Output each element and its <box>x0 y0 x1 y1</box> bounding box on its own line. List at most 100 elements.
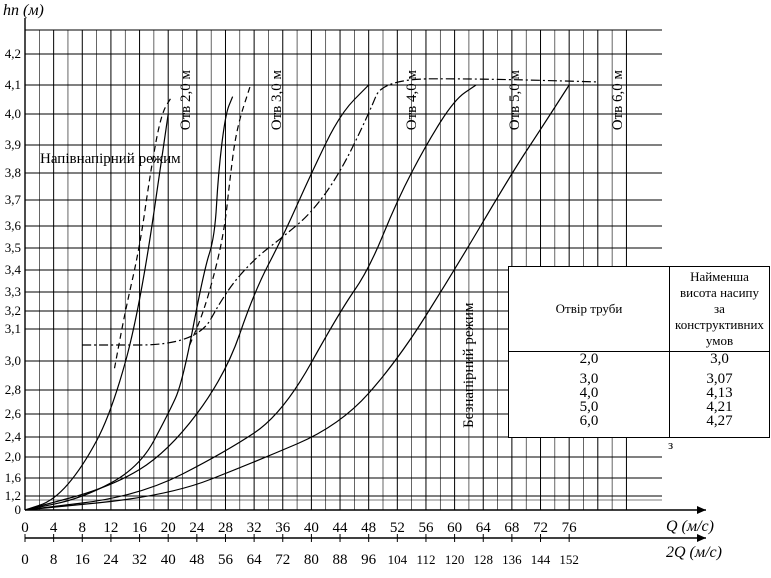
table-cell: 3,0 <box>509 371 670 386</box>
x2-tick-label: 128 <box>473 552 493 567</box>
table-cell: 3,07 <box>706 370 733 387</box>
y-tick-label: 2,8 <box>5 382 21 397</box>
x-tick-label: 32 <box>247 520 262 536</box>
x2-axis-arrow <box>697 534 706 542</box>
x-tick-label: 76 <box>562 520 578 536</box>
series-line-boundary <box>82 78 598 346</box>
table-cell: 4,27 <box>706 412 733 429</box>
y-tick-label: 3,3 <box>5 284 21 299</box>
table-cell: 3,0 <box>710 351 729 367</box>
y-tick-label: 2,0 <box>5 449 21 464</box>
x-tick-label: 56 <box>418 520 434 536</box>
series-group <box>24 78 598 511</box>
y-tick-label: 3,9 <box>5 137 21 152</box>
x-tick-label: 52 <box>390 520 405 536</box>
y-tick-label: 4,2 <box>5 46 21 61</box>
table-row: 5,0 4,21 <box>509 398 769 415</box>
y-tick-label: 1,6 <box>5 470 22 485</box>
x2-tick-label: 72 <box>275 552 290 568</box>
min-embankment-table: Отвір труби Найменша висота насипу за ко… <box>508 266 770 438</box>
y-tick-label: 3,8 <box>5 165 21 180</box>
x2-tick-label: 8 <box>50 552 58 568</box>
table-cell: 4,0 <box>509 385 670 400</box>
x2-tick-label: 48 <box>189 552 204 568</box>
x-tick-label: 12 <box>103 520 118 536</box>
y-tick-label: 3,4 <box>5 262 22 277</box>
x2-tick-label: 104 <box>388 552 408 567</box>
x2-tick-label: 80 <box>304 552 319 568</box>
x-tick-label: 8 <box>79 520 87 536</box>
y-tick-label: 2,6 <box>5 406 22 421</box>
table: Отвір труби Найменша висота насипу за ко… <box>509 267 769 437</box>
y-tick-label: 3,2 <box>5 303 21 318</box>
x-tick-label: 20 <box>161 520 176 536</box>
table-row: 4,0 4,13 <box>509 384 769 401</box>
y-tick-label: 1,2 <box>5 488 21 503</box>
table-cell: 4,21 <box>706 398 733 415</box>
table-row: 2,0 3,0 <box>509 351 769 372</box>
y-tick-label: 3,7 <box>5 192 22 207</box>
x2-tick-label: 32 <box>132 552 147 568</box>
y-tick-label: 3,6 <box>5 218 22 233</box>
x-tick-label: 40 <box>304 520 319 536</box>
series-line-solid <box>24 84 570 511</box>
x-tick-label: 4 <box>50 520 58 536</box>
x2-tick-label: 136 <box>502 552 522 567</box>
series-line-solid <box>24 113 169 511</box>
curve-label: Отв 4,0 м <box>404 69 420 130</box>
x-tick-label: 16 <box>132 520 148 536</box>
x2-axis-title: 2Q (м/с) <box>666 544 722 561</box>
y-tick-label: 4,0 <box>5 106 21 121</box>
table-cell: 4,13 <box>706 384 733 401</box>
y-tick-label: 3,1 <box>5 321 21 336</box>
y-tick-label: 4,1 <box>5 77 21 92</box>
x2-tick-label: 40 <box>161 552 176 568</box>
series-line-dashed <box>113 96 173 369</box>
x2-tick-label: 120 <box>445 552 465 567</box>
curve-label: Отв 5,0 м <box>507 69 523 130</box>
labels-group: 01,21,62,02,42,62,83,03,13,23,33,43,53,6… <box>3 2 722 568</box>
y-tick-label: 2,4 <box>5 429 22 444</box>
x2-tick-label: 152 <box>559 552 579 567</box>
table-header-row: Отвір труби Найменша висота насипу за ко… <box>509 267 769 352</box>
x-tick-label: 72 <box>533 520 548 536</box>
x-tick-label: 48 <box>361 520 376 536</box>
y-tick-label: 3,5 <box>5 240 21 255</box>
x2-tick-label: 112 <box>416 552 435 567</box>
x-tick-label: 28 <box>218 520 233 536</box>
table-cell: 6,0 <box>509 413 670 437</box>
x-tick-label: 64 <box>476 520 492 536</box>
series-line-solid <box>24 84 370 511</box>
curve-label: Отв 3,0 м <box>269 69 285 130</box>
table-header-opening: Отвір труби <box>509 267 670 352</box>
x-axis-arrow <box>697 506 706 514</box>
x2-tick-label: 16 <box>75 552 91 568</box>
stray-mark: з <box>668 437 673 452</box>
table-row: 3,0 3,07 <box>509 370 769 387</box>
regime-lower-label: Безнапірний режим <box>461 302 477 428</box>
x2-tick-label: 88 <box>333 552 348 568</box>
table-row: 6,0 4,27 <box>509 412 769 437</box>
x-tick-label: 24 <box>189 520 205 536</box>
x2-tick-label: 0 <box>21 552 29 568</box>
x-tick-label: 68 <box>504 520 519 536</box>
series-line-solid <box>24 84 477 511</box>
series-line-dashed <box>189 84 252 346</box>
x-tick-label: 36 <box>275 520 291 536</box>
y-axis-title: hn (м) <box>3 2 44 19</box>
table-header-height: Найменша висота насипу за конструктивних… <box>669 267 769 352</box>
series-line-solid <box>24 96 234 511</box>
table-cell: 5,0 <box>509 399 670 414</box>
x-tick-label: 60 <box>447 520 462 536</box>
x2-tick-label: 144 <box>531 552 551 567</box>
x-axis-title: Q (м/с) <box>666 518 714 535</box>
regime-upper-label: Напівнапірний режим <box>40 151 181 167</box>
y-tick-label: 0 <box>15 502 22 517</box>
x2-tick-label: 24 <box>103 552 119 568</box>
x-tick-label: 0 <box>21 520 29 536</box>
y-tick-label: 3,0 <box>5 353 21 368</box>
x2-tick-label: 64 <box>247 552 263 568</box>
table-cell: 2,0 <box>509 351 670 372</box>
curve-label: Отв 2,0 м <box>178 69 194 130</box>
